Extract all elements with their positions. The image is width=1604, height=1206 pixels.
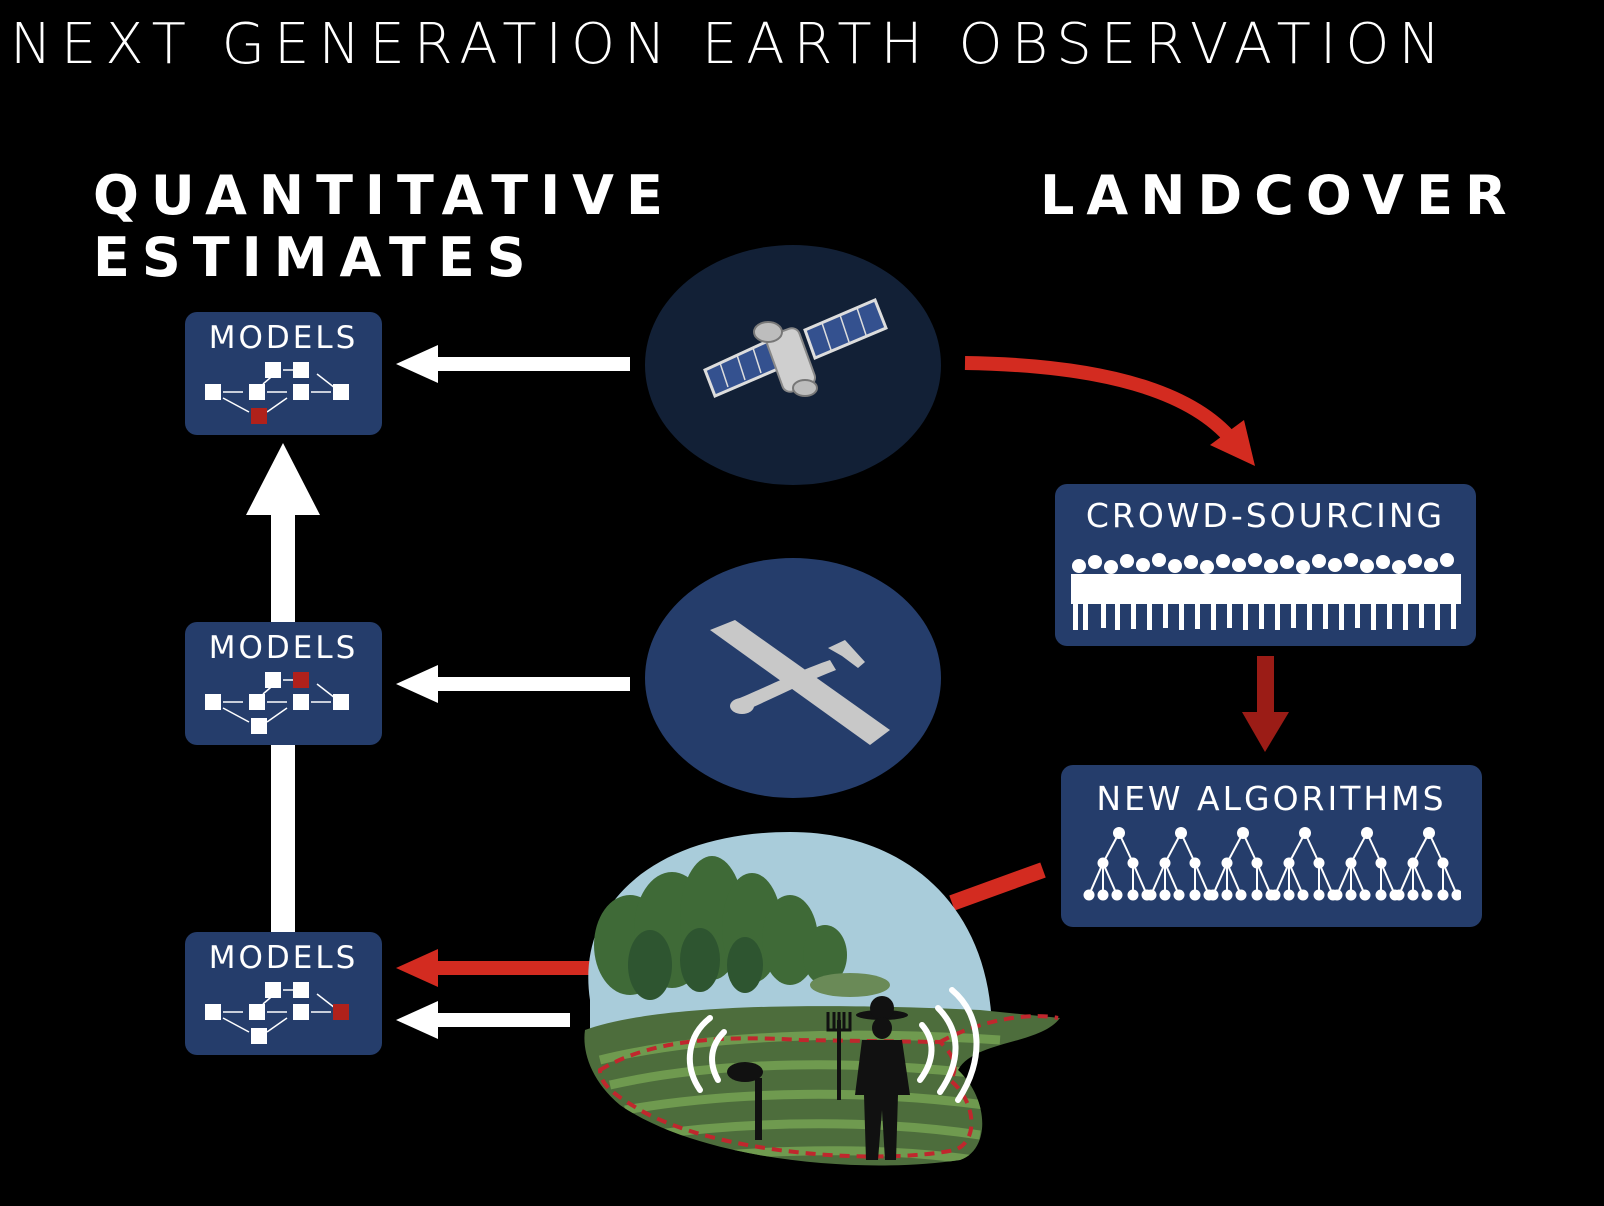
models-box-top: MODELS: [185, 312, 382, 435]
crowd-sourcing-box: CROWD-SOURCING: [1055, 484, 1476, 646]
new-algorithms-label: NEW ALGORITHMS: [1096, 779, 1447, 818]
satellite-to-models-arrow: [396, 345, 630, 383]
models-box-bottom: MODELS: [185, 932, 382, 1055]
crowd-silhouette-icon: [1071, 553, 1461, 630]
field-to-models-white-arrow: [396, 1001, 570, 1039]
models-label: MODELS: [208, 630, 359, 666]
drone-circle: [645, 558, 941, 798]
drone-to-models-arrow: [396, 665, 630, 703]
satellite-icon: [703, 298, 888, 398]
farmer-icon: [826, 987, 980, 1160]
heading-left-line2: ESTIMATES: [93, 226, 538, 289]
algorithms-to-field-line: [949, 862, 1046, 911]
heading-quantitative-estimates: QUANTITATIVE ESTIMATES: [93, 165, 675, 289]
model-network-icon: [205, 982, 349, 1044]
crowd-sourcing-label: CROWD-SOURCING: [1085, 496, 1446, 535]
field-to-models-red-arrow: [396, 949, 590, 987]
decision-tree-icon: [1083, 827, 1461, 901]
models-label: MODELS: [208, 320, 359, 356]
crowd-to-algorithms-arrow: [1242, 656, 1289, 752]
heading-left-line1: QUANTITATIVE: [93, 164, 675, 227]
model-network-icon: [205, 362, 349, 424]
satellite-circle: [645, 245, 941, 485]
diagram-title: NEXT GENERATION EARTH OBSERVATION: [10, 12, 1450, 77]
satellite-to-crowd-arrow: [964, 356, 1255, 466]
soil-sensor-icon: [686, 1015, 763, 1140]
models-label: MODELS: [208, 940, 359, 976]
heading-landcover: LANDCOVER: [1040, 164, 1519, 227]
new-algorithms-box: NEW ALGORITHMS: [1061, 765, 1482, 927]
models-box-middle: MODELS: [185, 622, 382, 745]
model-network-icon: [205, 672, 349, 734]
drone-icon: [710, 620, 890, 745]
